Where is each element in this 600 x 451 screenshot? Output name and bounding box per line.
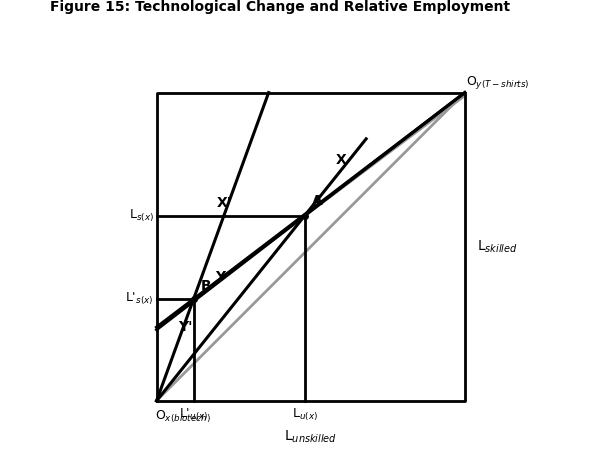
Text: L$_{u(x)}$: L$_{u(x)}$ [292,407,317,423]
Text: L$_{s(x)}$: L$_{s(x)}$ [128,207,154,224]
Text: Figure 15: Technological Change and Relative Employment: Figure 15: Technological Change and Rela… [50,0,510,14]
Text: A: A [312,194,323,208]
Text: Y': Y' [178,320,193,334]
Text: O$_{y(T-shirts)}$: O$_{y(T-shirts)}$ [466,74,530,91]
Text: Y: Y [215,270,225,284]
Text: L$_{unskilled}$: L$_{unskilled}$ [284,428,337,445]
Text: O$_{x(biotech)}$: O$_{x(biotech)}$ [155,409,211,425]
Text: X': X' [217,196,232,210]
Text: B: B [201,279,212,293]
Text: X: X [336,152,347,166]
Text: L'$_{u(x)}$: L'$_{u(x)}$ [179,407,208,423]
Text: L'$_{s(x)}$: L'$_{s(x)}$ [125,291,154,307]
Text: L$_{skilled}$: L$_{skilled}$ [477,239,518,255]
